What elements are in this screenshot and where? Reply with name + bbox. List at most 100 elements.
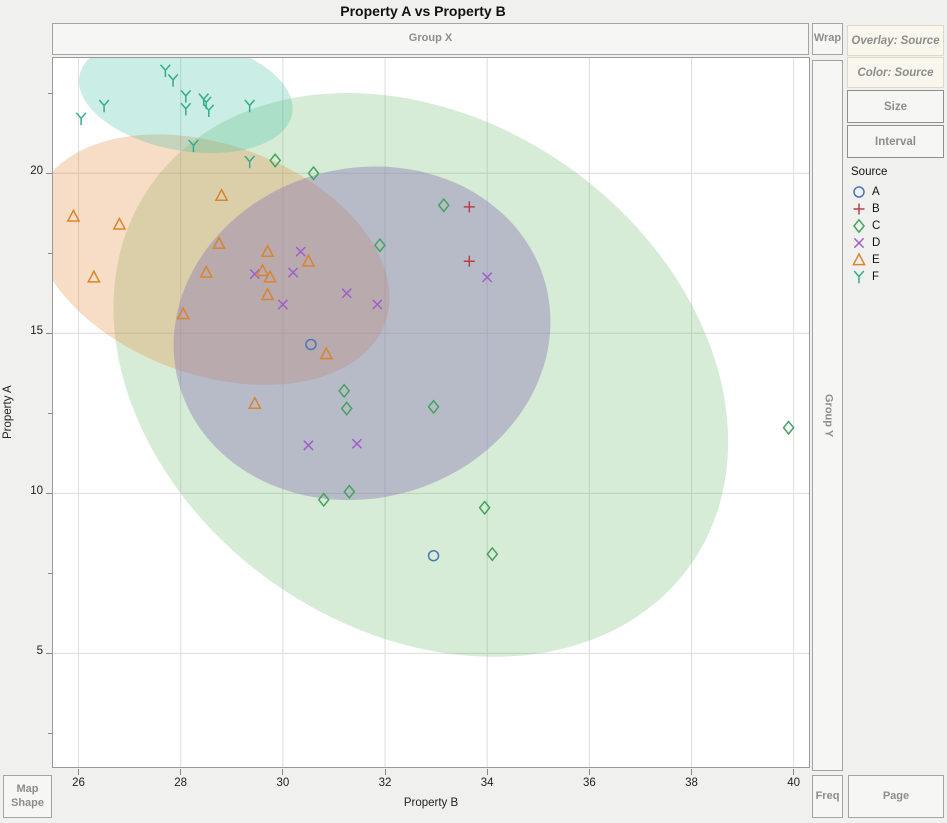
density-ellipse-C — [113, 93, 729, 657]
y-minor-tick-mark — [48, 252, 52, 254]
size-button[interactable]: Size — [847, 90, 944, 123]
data-point-F[interactable] — [160, 64, 171, 78]
data-point-C[interactable] — [373, 237, 386, 253]
map-shape-drop-zone[interactable]: Map Shape — [3, 775, 52, 818]
data-point-F[interactable] — [244, 155, 256, 169]
data-point-E[interactable] — [66, 208, 81, 222]
y-tick-mark — [46, 492, 52, 494]
page-drop-zone[interactable]: Page — [848, 775, 944, 818]
wrap-drop-zone[interactable]: Wrap — [812, 23, 843, 55]
data-point-E[interactable] — [87, 269, 101, 283]
data-point-C[interactable] — [340, 401, 353, 416]
x-tick-label: 34 — [480, 777, 494, 789]
data-point-F[interactable] — [180, 89, 192, 103]
data-point-E[interactable] — [263, 269, 277, 283]
legend-item-label: D — [872, 236, 881, 249]
data-point-C[interactable] — [307, 165, 320, 181]
x-axis[interactable]: 26 28 30 32 34 36 38 40 — [52, 769, 810, 793]
data-point-D[interactable] — [287, 267, 299, 278]
data-point-E[interactable] — [255, 263, 270, 277]
legend-marker-D[interactable] — [853, 237, 865, 248]
freq-drop-zone[interactable]: Freq — [812, 775, 843, 818]
data-point-D[interactable] — [295, 246, 306, 257]
data-point-D[interactable] — [303, 440, 314, 451]
freq-label: Freq — [815, 789, 840, 802]
data-point-D[interactable] — [372, 299, 383, 310]
data-point-E[interactable] — [212, 236, 226, 250]
data-point-F[interactable] — [167, 73, 179, 87]
data-point-F[interactable] — [203, 104, 215, 118]
legend-marker-C[interactable] — [853, 218, 865, 233]
plot-area[interactable] — [52, 57, 810, 768]
data-point-E[interactable] — [176, 306, 191, 320]
legend-marker-circle-icon — [853, 185, 865, 198]
x-tick-mark — [793, 769, 795, 775]
legend-marker-x-icon — [853, 237, 865, 248]
data-point-E[interactable] — [214, 188, 229, 201]
data-point-F[interactable] — [180, 102, 192, 116]
data-point-C[interactable] — [437, 197, 450, 213]
data-point-A[interactable] — [305, 338, 317, 351]
legend-marker-E[interactable] — [852, 251, 866, 265]
data-point-F[interactable] — [244, 99, 256, 113]
x-tick-label: 26 — [72, 777, 85, 789]
overlay-source-button[interactable]: Overlay: Source — [847, 25, 944, 56]
page-title: Property A vs Property B — [340, 3, 506, 19]
data-point-C[interactable] — [782, 420, 795, 436]
data-point-E[interactable] — [319, 346, 334, 360]
legend-item-D[interactable]: D — [851, 234, 945, 251]
data-point-D[interactable] — [482, 272, 493, 283]
x-axis-title: Property B — [403, 797, 459, 809]
density-ellipse-D — [173, 166, 551, 501]
x-tick-mark — [691, 769, 692, 775]
data-point-B[interactable] — [463, 201, 475, 213]
data-point-C[interactable] — [427, 399, 440, 415]
data-point-F[interactable] — [98, 99, 110, 113]
x-tick-label: 28 — [174, 777, 188, 789]
legend-item-E[interactable]: E — [851, 251, 945, 268]
x-tick-mark — [78, 769, 80, 775]
legend-marker-F[interactable] — [853, 270, 865, 283]
data-point-C[interactable] — [478, 500, 491, 516]
data-point-E[interactable] — [301, 253, 316, 267]
legend-item-A[interactable]: A — [851, 183, 945, 200]
color-source-button[interactable]: Color: Source — [847, 57, 944, 88]
legend-item-label: E — [872, 253, 880, 266]
group-y-drop-zone[interactable]: Group Y — [812, 60, 843, 771]
data-point-C[interactable] — [338, 383, 351, 399]
data-point-C[interactable] — [269, 153, 282, 168]
y-tick-label: 5 — [36, 645, 43, 658]
data-point-D[interactable] — [351, 438, 363, 449]
data-point-E[interactable] — [260, 287, 275, 301]
data-point-D[interactable] — [341, 288, 352, 299]
x-tick-label: 32 — [378, 777, 392, 789]
x-tick-mark — [180, 769, 182, 775]
x-tick-label: 38 — [685, 777, 698, 789]
y-axis[interactable]: 5 10 15 20 — [0, 57, 52, 768]
legend-marker-B[interactable] — [853, 203, 865, 214]
density-ellipse-E — [53, 134, 390, 385]
data-point-E[interactable] — [199, 264, 214, 278]
data-point-B[interactable] — [463, 255, 475, 267]
data-point-E[interactable] — [112, 216, 127, 230]
legend-item-F[interactable]: F — [851, 268, 945, 285]
legend-item-label: A — [872, 185, 880, 198]
data-point-E[interactable] — [260, 244, 275, 258]
data-point-F[interactable] — [188, 139, 199, 153]
data-point-C[interactable] — [317, 492, 330, 508]
legend-marker-y-icon — [853, 270, 865, 283]
y-minor-tick-mark — [48, 572, 52, 574]
data-point-C[interactable] — [486, 546, 499, 562]
group-x-drop-zone[interactable]: Group X — [52, 23, 809, 55]
legend-item-B[interactable]: B — [851, 200, 945, 217]
legend-marker-A[interactable] — [853, 185, 865, 198]
interval-button[interactable]: Interval — [847, 125, 944, 158]
legend-item-C[interactable]: C — [851, 217, 945, 234]
data-point-D[interactable] — [249, 268, 260, 280]
data-point-C[interactable] — [343, 484, 356, 500]
data-point-E[interactable] — [247, 396, 262, 410]
data-point-D[interactable] — [277, 299, 288, 310]
y-tick-mark — [46, 332, 52, 334]
data-point-A[interactable] — [427, 549, 440, 562]
data-point-F[interactable] — [75, 112, 87, 126]
